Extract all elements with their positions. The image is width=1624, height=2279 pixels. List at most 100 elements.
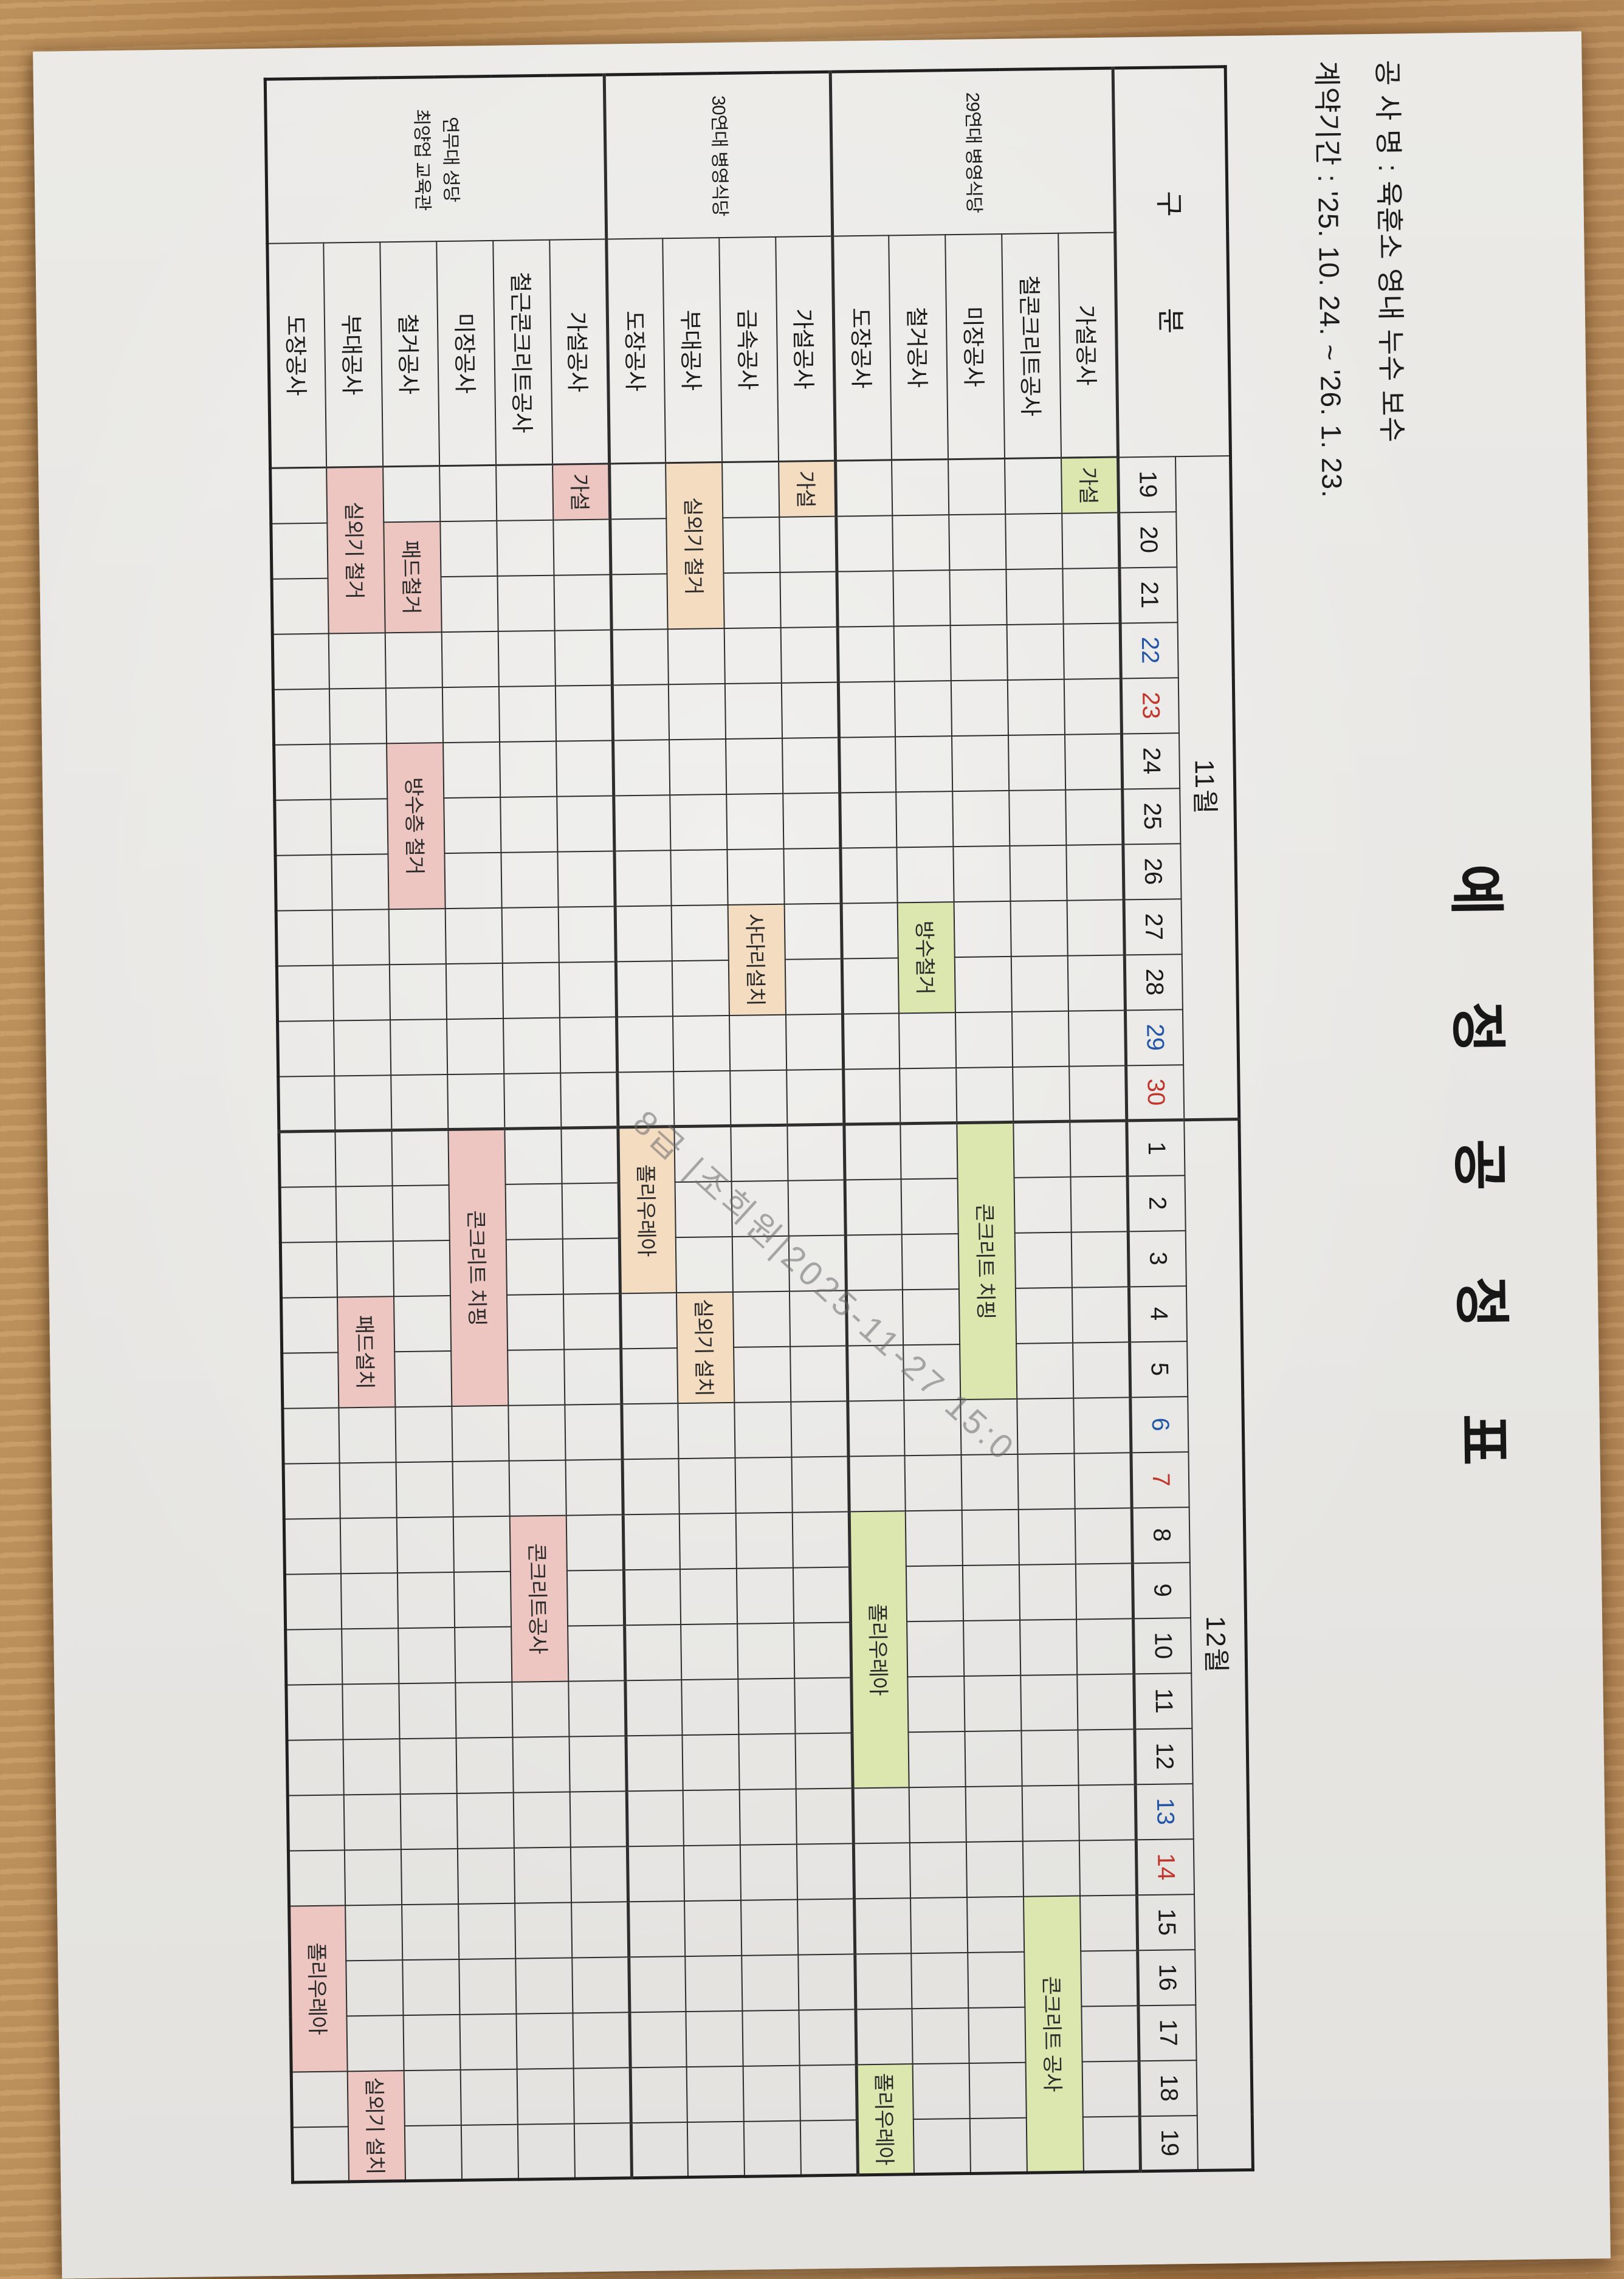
gantt-cell	[568, 1624, 625, 1682]
gantt-bar: 가설	[1061, 457, 1119, 514]
gantt-cell	[274, 744, 331, 800]
gantt-cell	[737, 1623, 795, 1679]
gantt-cell	[284, 1573, 342, 1630]
gantt-cell	[900, 1122, 958, 1179]
gantt-cell	[518, 2123, 576, 2180]
gantt-cell	[955, 956, 1013, 1012]
gantt-cell	[565, 1403, 623, 1460]
gantt-cell	[401, 1793, 458, 1849]
gantt-cell	[797, 1898, 855, 1955]
gantt-cell	[949, 514, 1006, 570]
gantt-cell	[741, 1899, 799, 1956]
gantt-cell	[609, 462, 667, 519]
gantt-cell	[839, 736, 896, 793]
gantt-cell	[744, 2120, 802, 2177]
date-header: 21	[1119, 566, 1178, 623]
gantt-cell	[1071, 1175, 1129, 1232]
gantt-cell	[956, 1067, 1014, 1123]
gantt-cell	[853, 1787, 910, 1843]
gantt-cell	[278, 1131, 337, 1188]
gantt-cell	[906, 1510, 963, 1566]
gantt-cell	[1082, 2060, 1140, 2117]
group-label: 연무대 성당 최양업 교육관	[265, 75, 607, 244]
gantt-cell	[1006, 568, 1064, 625]
gantt-cell	[443, 741, 501, 798]
gantt-cell	[574, 2122, 632, 2179]
gantt-bar: 콘크리트 공사	[1024, 1896, 1084, 2173]
gantt-cell	[270, 523, 329, 579]
gantt-cell	[684, 1844, 741, 1901]
gantt-cell	[346, 2015, 405, 2071]
gantt-cell	[291, 2071, 349, 2128]
gantt-cell	[555, 629, 613, 686]
gantt-cell	[446, 963, 504, 1019]
gantt-cell	[838, 625, 895, 682]
task-label: 미장공사	[436, 240, 497, 466]
gantt-cell	[836, 570, 895, 627]
gantt-cell	[553, 518, 611, 576]
gantt-cell	[339, 1406, 397, 1463]
group-label: 30연대 병영식당	[604, 72, 833, 239]
gantt-cell	[330, 743, 388, 800]
date-header: 20	[1118, 511, 1177, 568]
task-label: 부대공사	[323, 241, 384, 468]
task-label: 철콘크리트공사	[1002, 233, 1062, 459]
gantt-cell	[785, 958, 843, 1015]
gantt-cell	[965, 1730, 1023, 1787]
gantt-cell	[616, 960, 673, 1017]
gantt-cell	[283, 1462, 341, 1519]
gantt-cell	[343, 1738, 401, 1795]
gantt-cell	[630, 2066, 688, 2123]
gantt-cell	[968, 2007, 1027, 2063]
gantt-cell	[783, 792, 841, 849]
gantt-cell	[1075, 1507, 1133, 1564]
date-header: 2	[1127, 1175, 1186, 1231]
task-label: 가설공사	[1058, 232, 1118, 458]
gantt-cell	[968, 1951, 1025, 2008]
date-header: 30	[1126, 1064, 1185, 1121]
date-header: 23	[1121, 677, 1180, 734]
gantt-cell	[838, 681, 896, 738]
gantt-cell	[397, 1516, 455, 1573]
date-header: 10	[1133, 1617, 1192, 1674]
gantt-cell	[722, 461, 780, 518]
gantt-cell	[949, 569, 1008, 625]
gantt-cell	[794, 1677, 852, 1734]
gantt-cell	[447, 1018, 504, 1074]
gantt-cell	[740, 1844, 798, 1900]
gantt-cell	[738, 1678, 796, 1734]
date-header: 22	[1120, 622, 1179, 678]
gantt-cell	[512, 1681, 569, 1738]
gantt-cell	[1023, 1840, 1081, 1897]
gantt-cell	[556, 684, 613, 741]
date-header: 7	[1130, 1451, 1190, 1508]
gantt-cell	[337, 1240, 394, 1297]
gantt-cell	[676, 1236, 734, 1293]
gantt-cell	[798, 1953, 856, 2010]
gantt-cell	[342, 1683, 401, 1739]
gantt-cell	[622, 1458, 680, 1514]
gantt-cell	[963, 1564, 1020, 1621]
gantt-bar: 콘크리트 치핑	[957, 1122, 1017, 1400]
date-header: 19	[1140, 2115, 1199, 2171]
gantt-cell	[724, 627, 782, 684]
gantt-cell	[854, 1897, 912, 1954]
gantt-cell	[274, 799, 332, 856]
gantt-cell	[393, 1184, 450, 1241]
gantt-cell	[331, 798, 388, 855]
gantt-cell	[613, 794, 671, 851]
gantt-cell	[628, 1956, 686, 2012]
gantt-cell	[1010, 845, 1068, 901]
gantt-cell	[969, 2062, 1027, 2119]
gantt-cell	[447, 1073, 505, 1130]
gantt-bar: 실외기 설치	[348, 2070, 406, 2182]
gantt-cell	[627, 1845, 685, 1902]
gantt-cell	[723, 572, 782, 628]
gantt-cell	[277, 1020, 335, 1077]
gantt-cell	[1022, 1785, 1080, 1841]
gantt-cell	[275, 854, 333, 911]
gantt-cell	[1081, 1950, 1138, 2007]
gantt-cell	[683, 1789, 741, 1846]
gantt-cell	[567, 1569, 625, 1626]
gantt-bar: 실외기 철거	[666, 462, 725, 629]
